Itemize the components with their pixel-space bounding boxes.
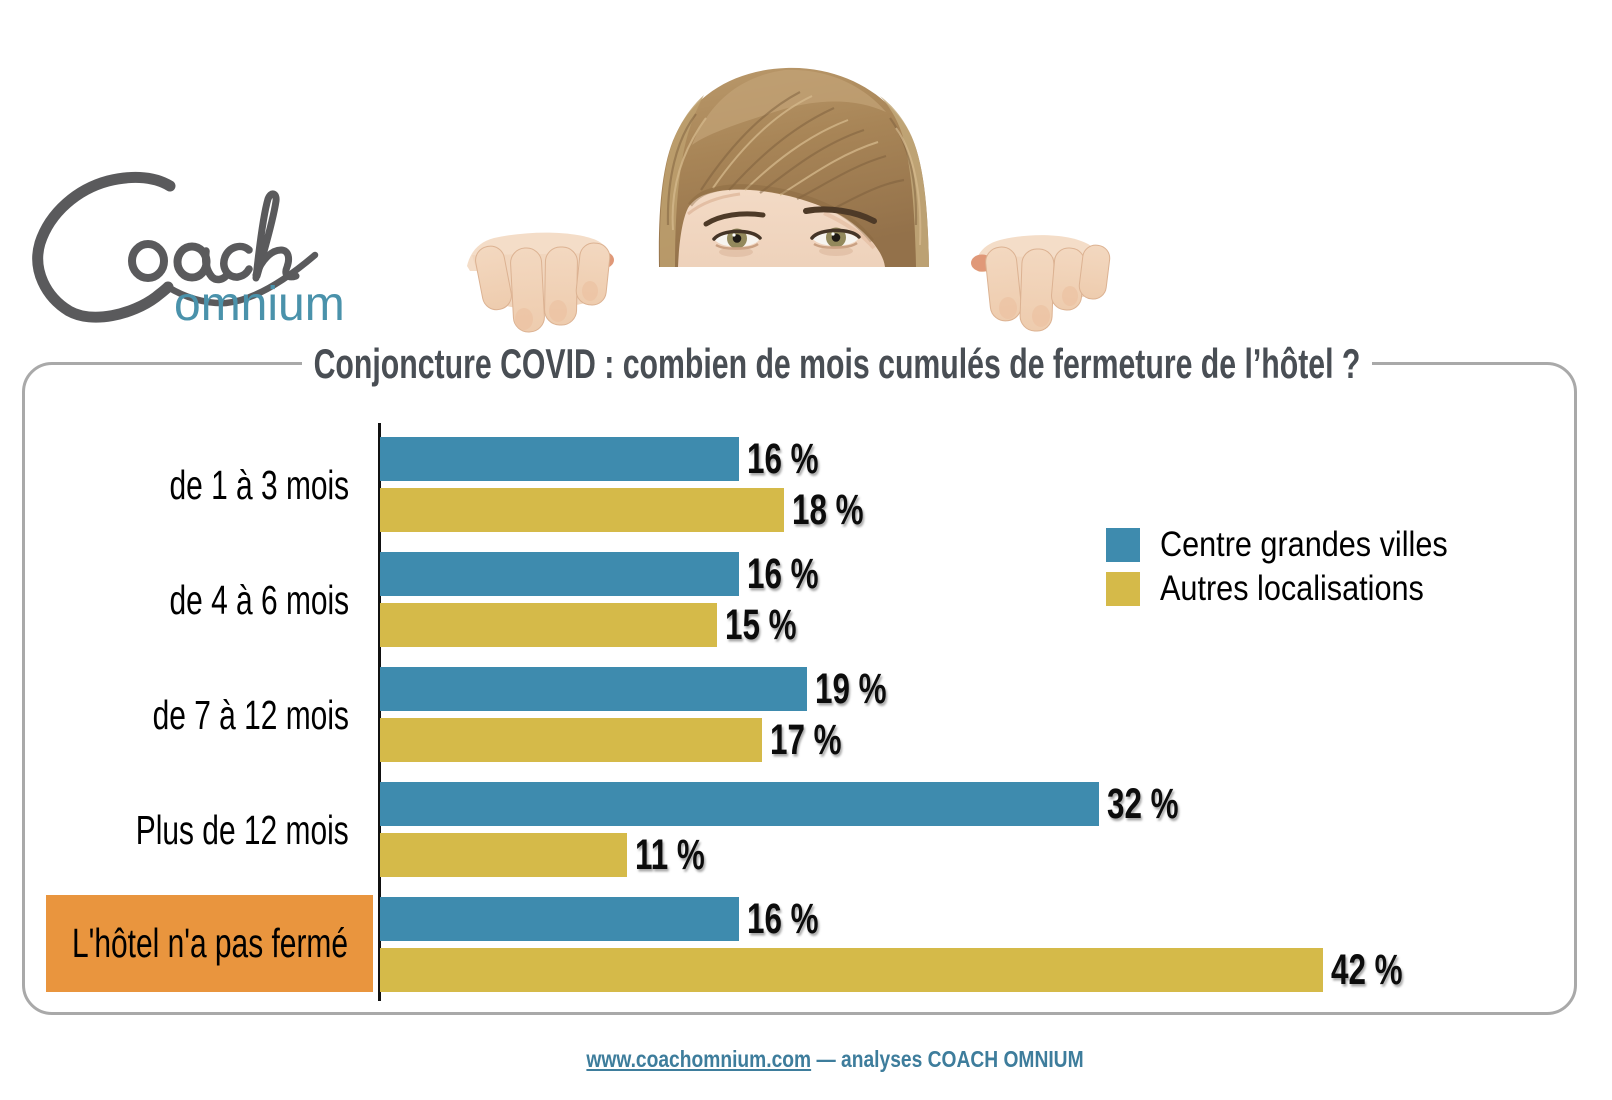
svg-text:omnium: omnium [174, 278, 345, 331]
